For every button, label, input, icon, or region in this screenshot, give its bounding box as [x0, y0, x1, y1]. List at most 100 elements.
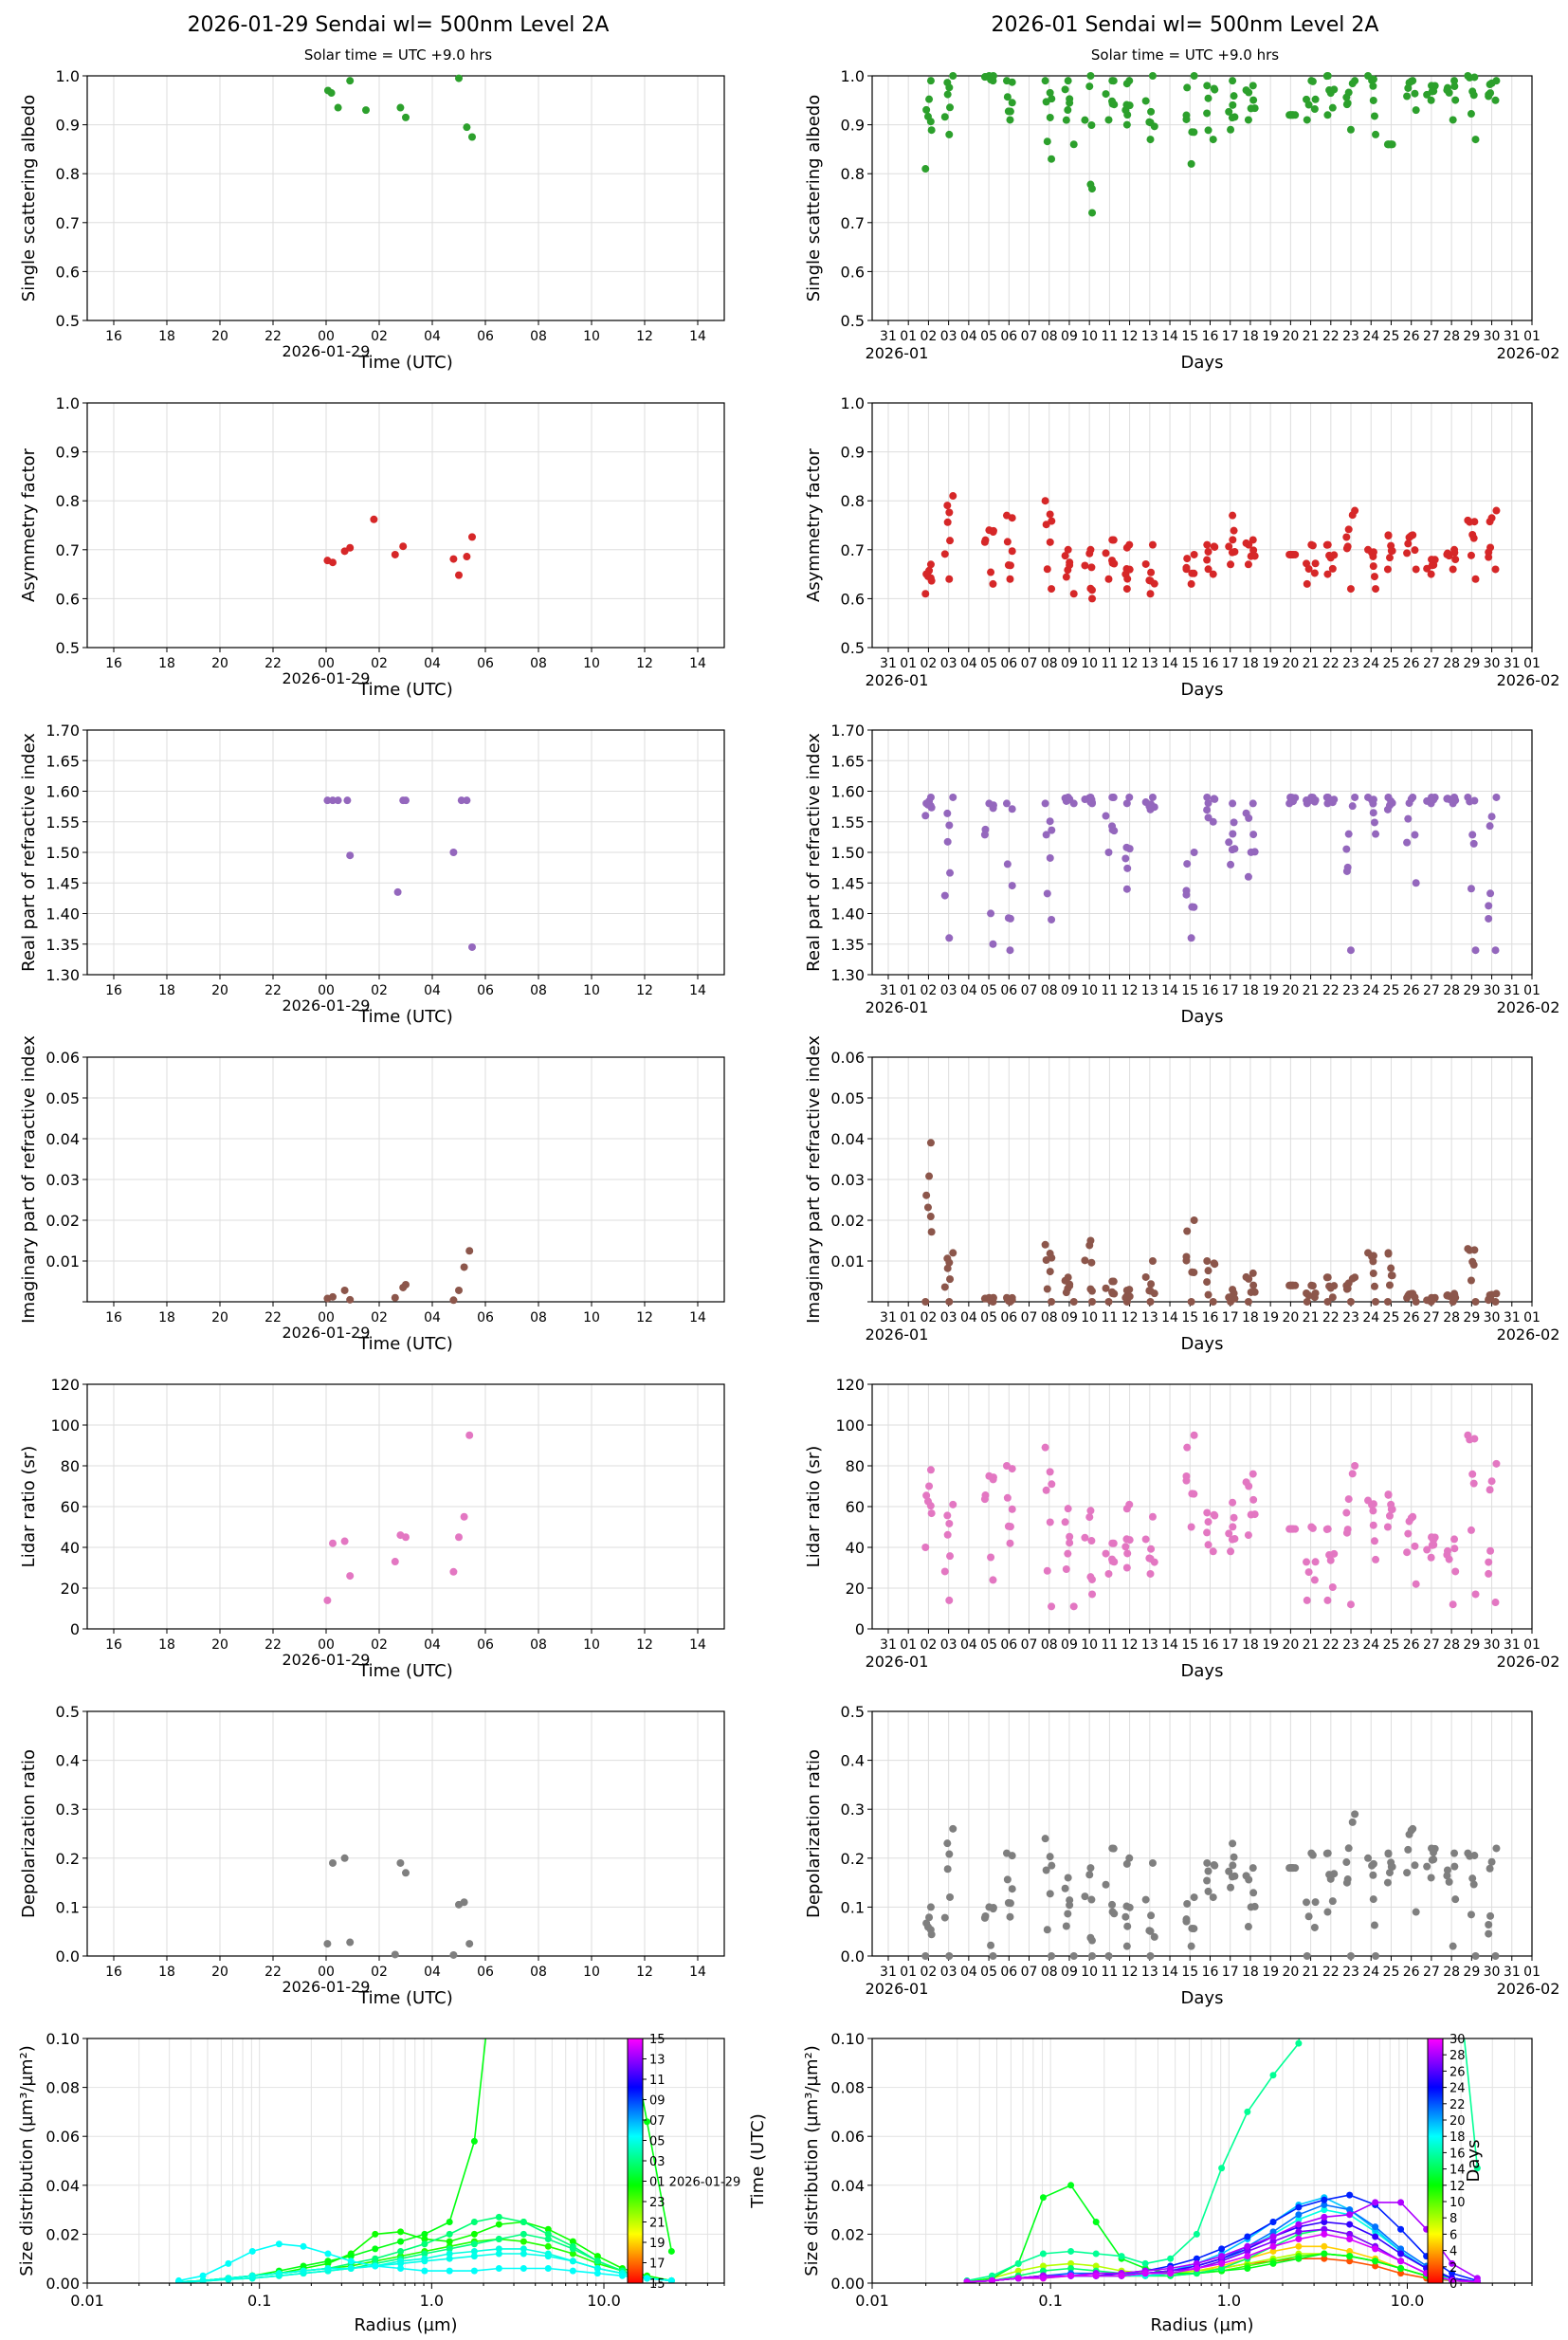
asym-point [1412, 565, 1420, 574]
plot-frame [86, 402, 725, 649]
ssa-point [327, 89, 336, 98]
x-tick-label: 18 [1242, 656, 1259, 671]
x-start-label: 2026-01 [866, 1653, 929, 1671]
x-tick-label: 06 [477, 329, 494, 344]
lidar-point [1204, 1541, 1212, 1549]
lidar-point [1046, 1518, 1054, 1526]
y-axis-label: Depolarization ratio [804, 1749, 824, 1918]
y-tick-label: 120 [835, 1376, 865, 1394]
plot-frame [871, 1383, 1533, 1630]
x-tick-label: 08 [1041, 983, 1058, 998]
real-point [1485, 902, 1493, 910]
depol-point [323, 1940, 332, 1948]
depol-point [1449, 1942, 1457, 1950]
x-tick-label: 06 [1000, 1310, 1017, 1325]
imag-point [1443, 1290, 1451, 1299]
size-series-point [1092, 2219, 1100, 2225]
x-tick-label: 24 [1362, 1637, 1379, 1653]
size-series-point [1397, 2270, 1405, 2277]
x-tick-label: 12 [636, 983, 653, 998]
size-series-point [1295, 2216, 1303, 2223]
size-series-point [1397, 2265, 1405, 2273]
colorbar-tick-label: 19 [649, 2237, 665, 2251]
x-axis-label: Radius (µm) [1150, 2315, 1253, 2335]
asym-point [1229, 536, 1237, 544]
size-series-point [421, 2230, 428, 2238]
size-series-point [397, 2265, 405, 2273]
x-tick-label: 22 [1322, 983, 1340, 998]
asym-point [1428, 561, 1436, 570]
ssa-point [1110, 101, 1119, 109]
depol-point [346, 1938, 355, 1947]
lidar-point [1428, 1541, 1436, 1549]
ssa-point [1148, 72, 1157, 80]
x-tick-label: 23 [1342, 656, 1359, 671]
depol-point [1485, 1929, 1493, 1938]
x-tick-label: 16 [105, 983, 122, 998]
asym-point [943, 502, 952, 510]
asym-point [1487, 514, 1496, 522]
size-series-point [446, 2250, 453, 2258]
asym-point [1247, 552, 1255, 560]
imag-point [465, 1247, 474, 1255]
real-point [1469, 839, 1478, 848]
real-point [1229, 799, 1237, 808]
y-tick-label: 0.00 [830, 2275, 865, 2293]
depol-point [1211, 1861, 1219, 1870]
asym-point [1330, 551, 1339, 559]
imag-point [1385, 1281, 1394, 1289]
depol-point [1372, 1952, 1380, 1960]
imag-point [1203, 1257, 1212, 1265]
imag-point [1211, 1260, 1219, 1269]
imag-point [1086, 1236, 1095, 1245]
real-point [943, 809, 952, 817]
ssa-point [1002, 77, 1011, 85]
lidar-point [945, 1519, 954, 1527]
real-point [921, 812, 930, 820]
asym-point [463, 553, 471, 561]
asym-point [1104, 575, 1113, 583]
lidar-point [329, 1539, 337, 1547]
lidar-point [1249, 1495, 1258, 1504]
x-tick-label: 25 [1383, 1965, 1400, 1980]
asym-point [1369, 562, 1377, 571]
asym-point [1004, 561, 1012, 570]
lidar-point [340, 1537, 349, 1545]
imag-point [1046, 1268, 1054, 1276]
x-tick-label: 12 [1121, 1310, 1139, 1325]
x-tick-label: 25 [1383, 329, 1400, 344]
real-point [1428, 793, 1436, 801]
ssa-point [1190, 128, 1198, 137]
size-series-point [1346, 2230, 1354, 2238]
x-tick-label: 14 [689, 329, 706, 344]
x-tick-label: 31 [880, 983, 897, 998]
asym-point [1470, 518, 1479, 526]
depol-point [1286, 1864, 1295, 1873]
y-tick-label: 0.7 [841, 214, 865, 232]
y-tick-label: 0.01 [830, 1252, 865, 1271]
asym-point [329, 558, 337, 567]
x-tick-label: 02 [921, 1965, 938, 1980]
y-tick-label: 1.65 [830, 752, 865, 770]
x-tick-label: 31 [1504, 656, 1521, 671]
real-daily-panel: 1.30 1.35 1.40 1.45 1.50 1.55 1.60 1.65 1.70 16 18… [19, 722, 725, 1027]
ssa-point [1427, 96, 1435, 104]
depol-point [1046, 1853, 1054, 1861]
depol-point [1125, 1854, 1134, 1862]
depol-monthly-panel: 0.00.10.20.30.40.531 01 02 03 04 05 06 07 08 09 10… [804, 1703, 1559, 2008]
lidar-point [1486, 1546, 1495, 1555]
asym-point [455, 571, 463, 579]
lidar-point [1485, 1569, 1493, 1578]
size-series-point [667, 2247, 675, 2255]
x-tick-label: 16 [1202, 1310, 1219, 1325]
asym-point [1311, 559, 1320, 568]
real-point [1286, 793, 1295, 801]
x-tick-label: 08 [530, 656, 547, 671]
x-tick-label: 06 [1000, 656, 1017, 671]
size-series-point [594, 1913, 601, 1920]
x-tick-label: 04 [424, 329, 441, 344]
ssa-point [1229, 101, 1237, 109]
y-tick-label: 0.03 [46, 1171, 80, 1189]
size-series-point [988, 2272, 995, 2279]
